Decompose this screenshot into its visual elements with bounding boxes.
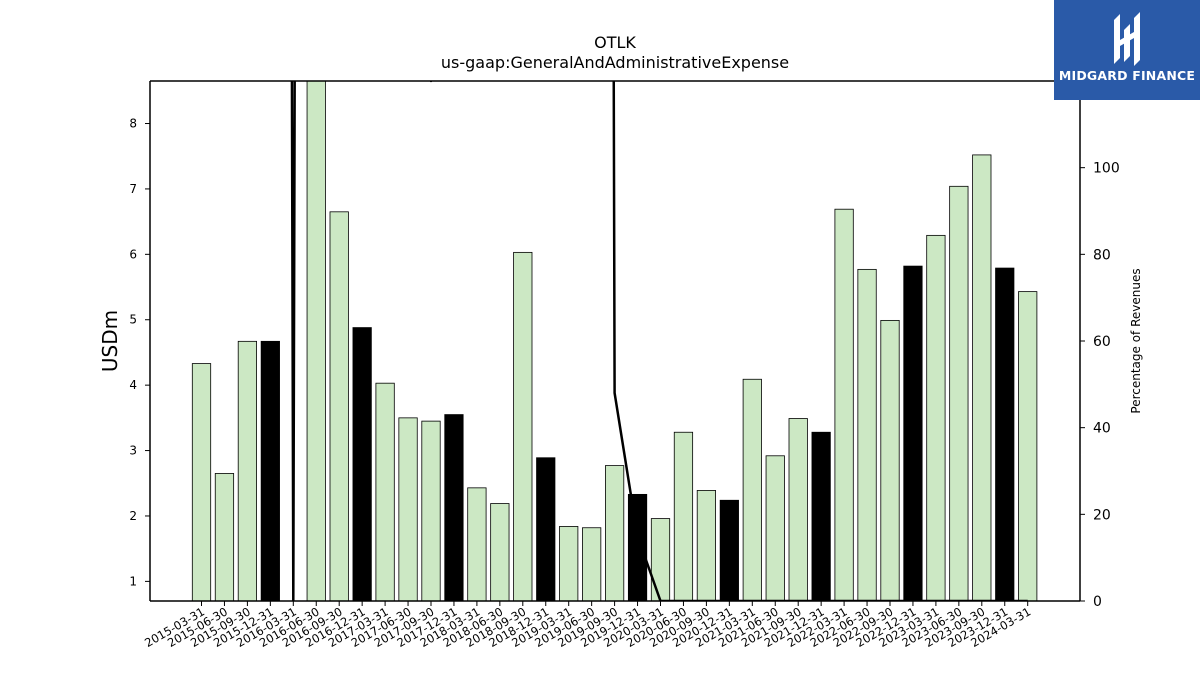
bar-2020-12-31 bbox=[719, 499, 739, 601]
y2-axis-label: Percentage of Revenues bbox=[1129, 268, 1143, 413]
bar-2023-09-30 bbox=[972, 154, 992, 601]
chart-title: OTLK bbox=[594, 33, 636, 52]
bar-2019-12-31 bbox=[627, 493, 648, 601]
y-tick-label: 4 bbox=[129, 378, 137, 392]
bar-2021-09-30 bbox=[788, 418, 808, 601]
bar-2016-12-31 bbox=[352, 327, 372, 601]
bar-2021-12-31 bbox=[811, 431, 831, 601]
brand-logo: MIDGARD FINANCE bbox=[1054, 0, 1200, 100]
bar-2015-06-30 bbox=[214, 473, 235, 601]
bar-2016-09-30 bbox=[329, 211, 349, 601]
y2-tick-label: 100 bbox=[1093, 161, 1120, 177]
y2-tick-label: 20 bbox=[1093, 507, 1111, 523]
bar-2019-03-31 bbox=[559, 526, 579, 601]
bar-2023-06-30 bbox=[949, 185, 969, 601]
y-tick-label: 8 bbox=[129, 117, 137, 131]
bar-2022-12-31 bbox=[903, 265, 923, 601]
bar-2022-06-30 bbox=[857, 268, 877, 601]
bar-2021-03-31 bbox=[742, 378, 762, 601]
y-tick-label: 6 bbox=[129, 247, 137, 261]
bar-2019-06-30 bbox=[582, 527, 602, 601]
bar-2018-09-30 bbox=[513, 251, 533, 601]
bar-2017-12-31 bbox=[444, 414, 464, 601]
bar-group bbox=[191, 81, 1038, 601]
bar-2023-03-31 bbox=[926, 234, 946, 601]
bar-2022-03-31 bbox=[834, 208, 854, 601]
bar-2024-03-31 bbox=[1018, 291, 1038, 601]
y-tick-label: 5 bbox=[129, 313, 137, 327]
bar-2020-09-30 bbox=[696, 490, 717, 601]
bar-2022-09-30 bbox=[880, 319, 900, 601]
y-tick-label: 3 bbox=[129, 444, 137, 458]
y2-tick-label: 0 bbox=[1093, 594, 1102, 610]
bar-2018-12-31 bbox=[536, 457, 556, 601]
bar-2015-12-31 bbox=[260, 340, 280, 601]
y2-tick-label: 80 bbox=[1093, 247, 1111, 263]
logo-text: MIDGARD FINANCE bbox=[1058, 68, 1196, 83]
bar-2019-09-30 bbox=[605, 465, 625, 601]
bar-2016-06-30 bbox=[306, 81, 326, 601]
y-tick-label: 2 bbox=[129, 509, 137, 523]
bar-2018-03-31 bbox=[467, 487, 487, 601]
bar-2017-09-30 bbox=[421, 420, 441, 601]
y2-tick-label: 60 bbox=[1093, 334, 1111, 350]
bar-2023-12-31 bbox=[995, 267, 1015, 601]
line-group bbox=[290, 81, 1028, 601]
y-tick-label: 1 bbox=[129, 574, 137, 588]
tick-group: 123456780204060801002015-03-312015-06-30… bbox=[129, 117, 1119, 651]
pct-revenues-line-0 bbox=[290, 81, 1028, 601]
bar-2018-06-30 bbox=[490, 503, 510, 601]
midgard-logo-icon bbox=[1114, 12, 1140, 66]
bar-2015-03-31 bbox=[191, 363, 212, 601]
bar-2020-06-30 bbox=[673, 431, 694, 601]
chart-subtitle: us-gaap:GeneralAndAdministrativeExpense bbox=[441, 53, 789, 72]
bar-2020-03-31 bbox=[650, 518, 671, 601]
y-tick-label: 7 bbox=[129, 182, 137, 196]
bar-2021-06-30 bbox=[765, 455, 785, 601]
bar-2015-09-30 bbox=[237, 340, 257, 601]
y-axis-label: USDm bbox=[98, 310, 122, 372]
bar-2017-03-31 bbox=[375, 382, 395, 601]
y2-tick-label: 40 bbox=[1093, 421, 1111, 437]
bar-2017-06-30 bbox=[398, 417, 418, 601]
